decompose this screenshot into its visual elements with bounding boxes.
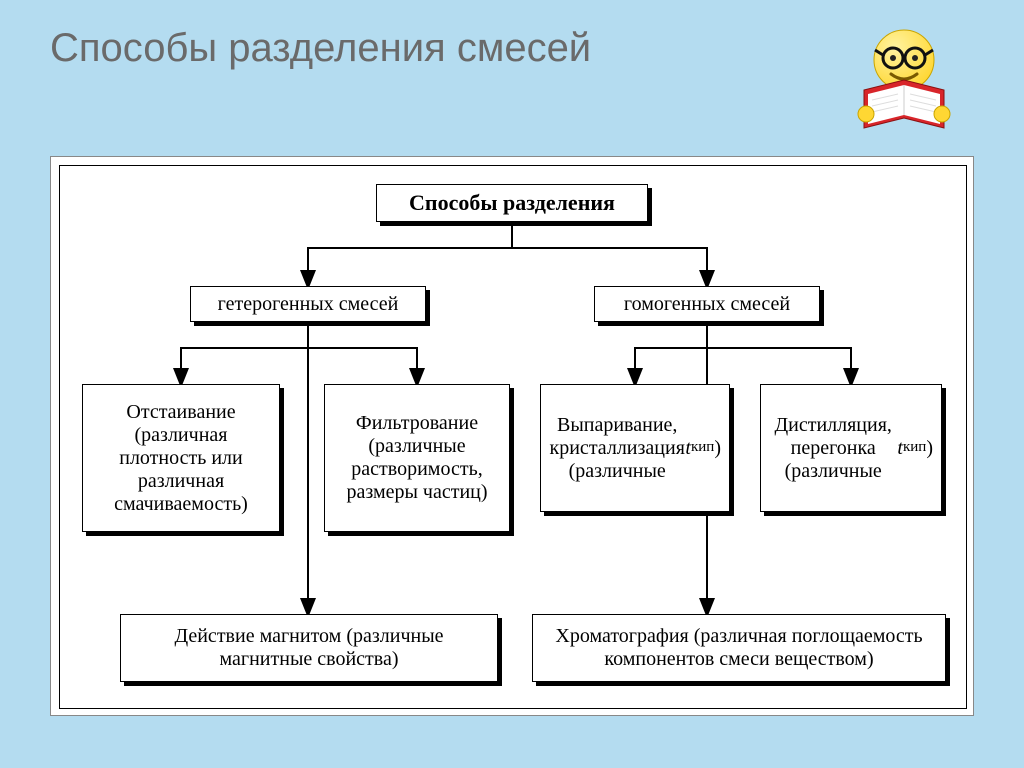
diagram-frame: Способы разделения гетерогенных смесей гом… xyxy=(50,156,974,716)
node-distill: Дистилляция, перегонка (различные tкип) xyxy=(760,384,942,512)
node-root: Способы разделения xyxy=(376,184,648,222)
node-filter: Фильтрование (различные растворимость, р… xyxy=(324,384,510,532)
connector-homo-distill xyxy=(707,322,851,384)
node-hetero: гетерогенных смесей xyxy=(190,286,426,322)
connector-hetero-settling xyxy=(181,322,308,384)
connector-hetero-filter xyxy=(308,322,417,384)
connector-homo-evap xyxy=(635,322,707,384)
node-settling: Отстаивание (различная плотность или раз… xyxy=(82,384,280,532)
connector-root-homo xyxy=(512,222,707,286)
node-magnet: Действие магнитом (различные магнитные с… xyxy=(120,614,498,682)
page-title: Способы разделения смесей xyxy=(50,26,591,71)
node-homo: гомогенных смесей xyxy=(594,286,820,322)
reading-emoji xyxy=(844,18,964,138)
connector-root-hetero xyxy=(308,222,512,286)
diagram-inner: Способы разделения гетерогенных смесей гом… xyxy=(59,165,967,709)
node-evap: Выпаривание, кристаллизация (различные t… xyxy=(540,384,730,512)
node-chroma: Хроматография (различная погло­щаемость … xyxy=(532,614,946,682)
